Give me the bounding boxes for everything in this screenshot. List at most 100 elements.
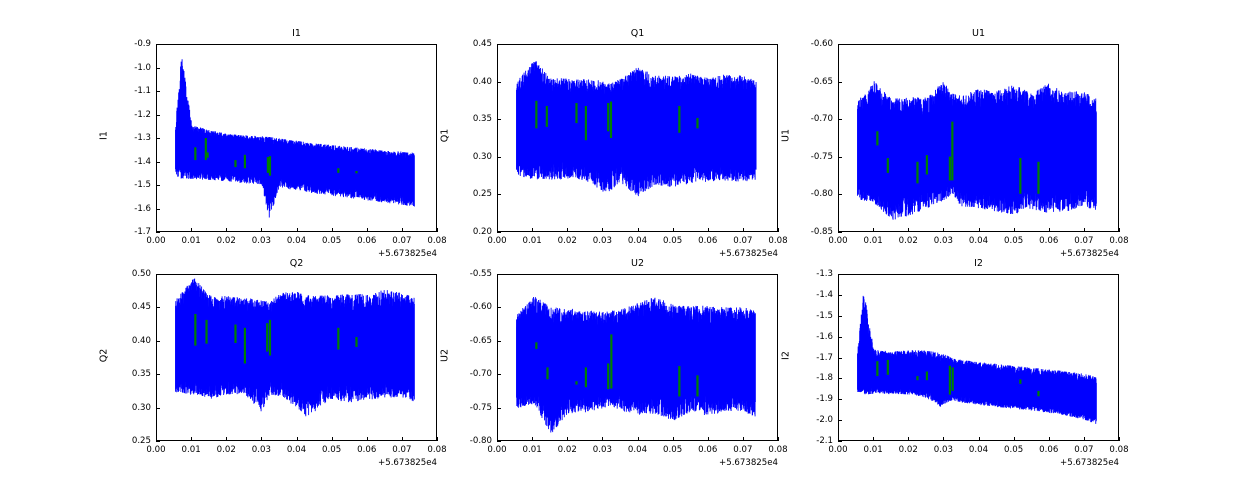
y-tick-mark (497, 82, 501, 83)
y-tick-label: 0.30 (472, 151, 492, 162)
x-tick-label: 0.04 (286, 236, 307, 246)
y-tick-mark (497, 374, 501, 375)
y-tick-mark (838, 441, 842, 442)
x-tick-mark (602, 228, 603, 232)
x-tick-label: 0.03 (592, 236, 612, 246)
x-tick-label: 0.03 (251, 445, 271, 455)
y-tick-mark (838, 119, 842, 120)
x-axis-offset-text: +5.673825e4 (719, 249, 778, 259)
x-tick-label: 0.00 (828, 445, 848, 455)
x-tick-label: 0.00 (146, 236, 166, 246)
y-tick-label: -0.75 (810, 151, 833, 162)
y-tick-label: -1.9 (816, 394, 833, 405)
x-tick-label: 0.03 (592, 445, 612, 455)
series-line-i2 (857, 295, 1097, 424)
x-tick-mark (437, 437, 438, 441)
x-tick-mark (873, 437, 874, 441)
x-tick-mark (261, 228, 262, 232)
y-tick-mark (497, 441, 501, 442)
y-tick-mark (156, 44, 160, 45)
y-tick-mark (156, 232, 160, 233)
x-tick-label: 0.07 (392, 445, 412, 455)
x-tick-mark (1014, 228, 1015, 232)
y-tick-mark (838, 420, 842, 421)
x-tick-mark (908, 437, 909, 441)
x-tick-label: 0.05 (322, 236, 342, 246)
x-tick-mark (532, 228, 533, 232)
panel-title: Q1 (630, 28, 645, 39)
y-tick-label: -0.60 (469, 302, 492, 313)
y-tick-mark (838, 82, 842, 83)
x-tick-mark (943, 437, 944, 441)
y-tick-label: -0.80 (469, 436, 492, 446)
plot-area (497, 274, 778, 441)
x-tick-mark (838, 437, 839, 441)
x-tick-mark (402, 228, 403, 232)
y-tick-mark (497, 274, 501, 275)
x-tick-label: 0.02 (216, 236, 236, 246)
y-tick-label: 0.45 (472, 39, 492, 49)
y-axis-label: I2 (780, 350, 792, 360)
panel-title: I2 (974, 258, 983, 269)
x-tick-mark (497, 437, 498, 441)
x-tick-label: 0.05 (322, 445, 342, 455)
x-tick-mark (1084, 437, 1085, 441)
y-tick-mark (497, 157, 501, 158)
x-tick-mark (1084, 228, 1085, 232)
y-tick-mark (497, 232, 501, 233)
y-tick-label: -1.5 (816, 310, 833, 321)
x-tick-label: 0.04 (286, 445, 307, 455)
x-tick-label: 0.01 (181, 236, 201, 246)
x-tick-label: 0.08 (427, 445, 447, 455)
y-tick-mark (838, 358, 842, 359)
series-line-q1 (516, 61, 757, 197)
x-tick-label: 0.02 (898, 445, 918, 455)
x-tick-label: 0.06 (357, 236, 377, 246)
x-tick-label: 0.08 (1109, 236, 1129, 246)
x-tick-label: 0.07 (733, 236, 753, 246)
x-tick-mark (708, 437, 709, 441)
y-tick-label: 0.35 (472, 114, 492, 125)
y-tick-mark (156, 185, 160, 186)
x-tick-mark (743, 437, 744, 441)
x-tick-mark (367, 228, 368, 232)
y-tick-mark (838, 157, 842, 158)
x-tick-mark (191, 228, 192, 232)
y-tick-label: -1.6 (134, 203, 151, 214)
y-tick-label: -0.70 (810, 114, 833, 125)
x-tick-label: 0.04 (968, 445, 989, 455)
y-tick-label: -2.1 (816, 436, 833, 446)
y-tick-mark (838, 295, 842, 296)
x-tick-mark (497, 228, 498, 232)
y-tick-label: 0.30 (131, 402, 151, 413)
y-tick-label: -0.65 (469, 335, 492, 346)
y-tick-mark (156, 274, 160, 275)
y-tick-label: -0.65 (810, 76, 833, 87)
x-axis-offset-text: +5.673825e4 (1060, 249, 1119, 259)
y-tick-label: -1.7 (816, 352, 833, 363)
y-tick-label: -1.6 (816, 331, 833, 342)
x-tick-mark (873, 228, 874, 232)
series-line-u1 (857, 81, 1097, 220)
x-tick-label: 0.04 (968, 236, 989, 246)
y-tick-mark (838, 378, 842, 379)
x-tick-label: 0.01 (522, 236, 542, 246)
y-tick-mark (497, 408, 501, 409)
x-tick-mark (638, 437, 639, 441)
x-tick-mark (567, 437, 568, 441)
y-tick-label: -1.4 (134, 156, 151, 167)
panel-title: U2 (631, 258, 644, 269)
y-tick-label: 0.25 (472, 189, 492, 200)
y-tick-label: -1.2 (134, 109, 151, 120)
x-tick-label: 0.05 (1004, 236, 1024, 246)
y-tick-mark (156, 162, 160, 163)
y-tick-label: -0.70 (469, 369, 492, 380)
y-tick-mark (156, 341, 160, 342)
y-tick-mark (838, 194, 842, 195)
y-tick-mark (838, 399, 842, 400)
x-tick-label: 0.07 (392, 236, 412, 246)
x-tick-label: 0.08 (1109, 445, 1129, 455)
